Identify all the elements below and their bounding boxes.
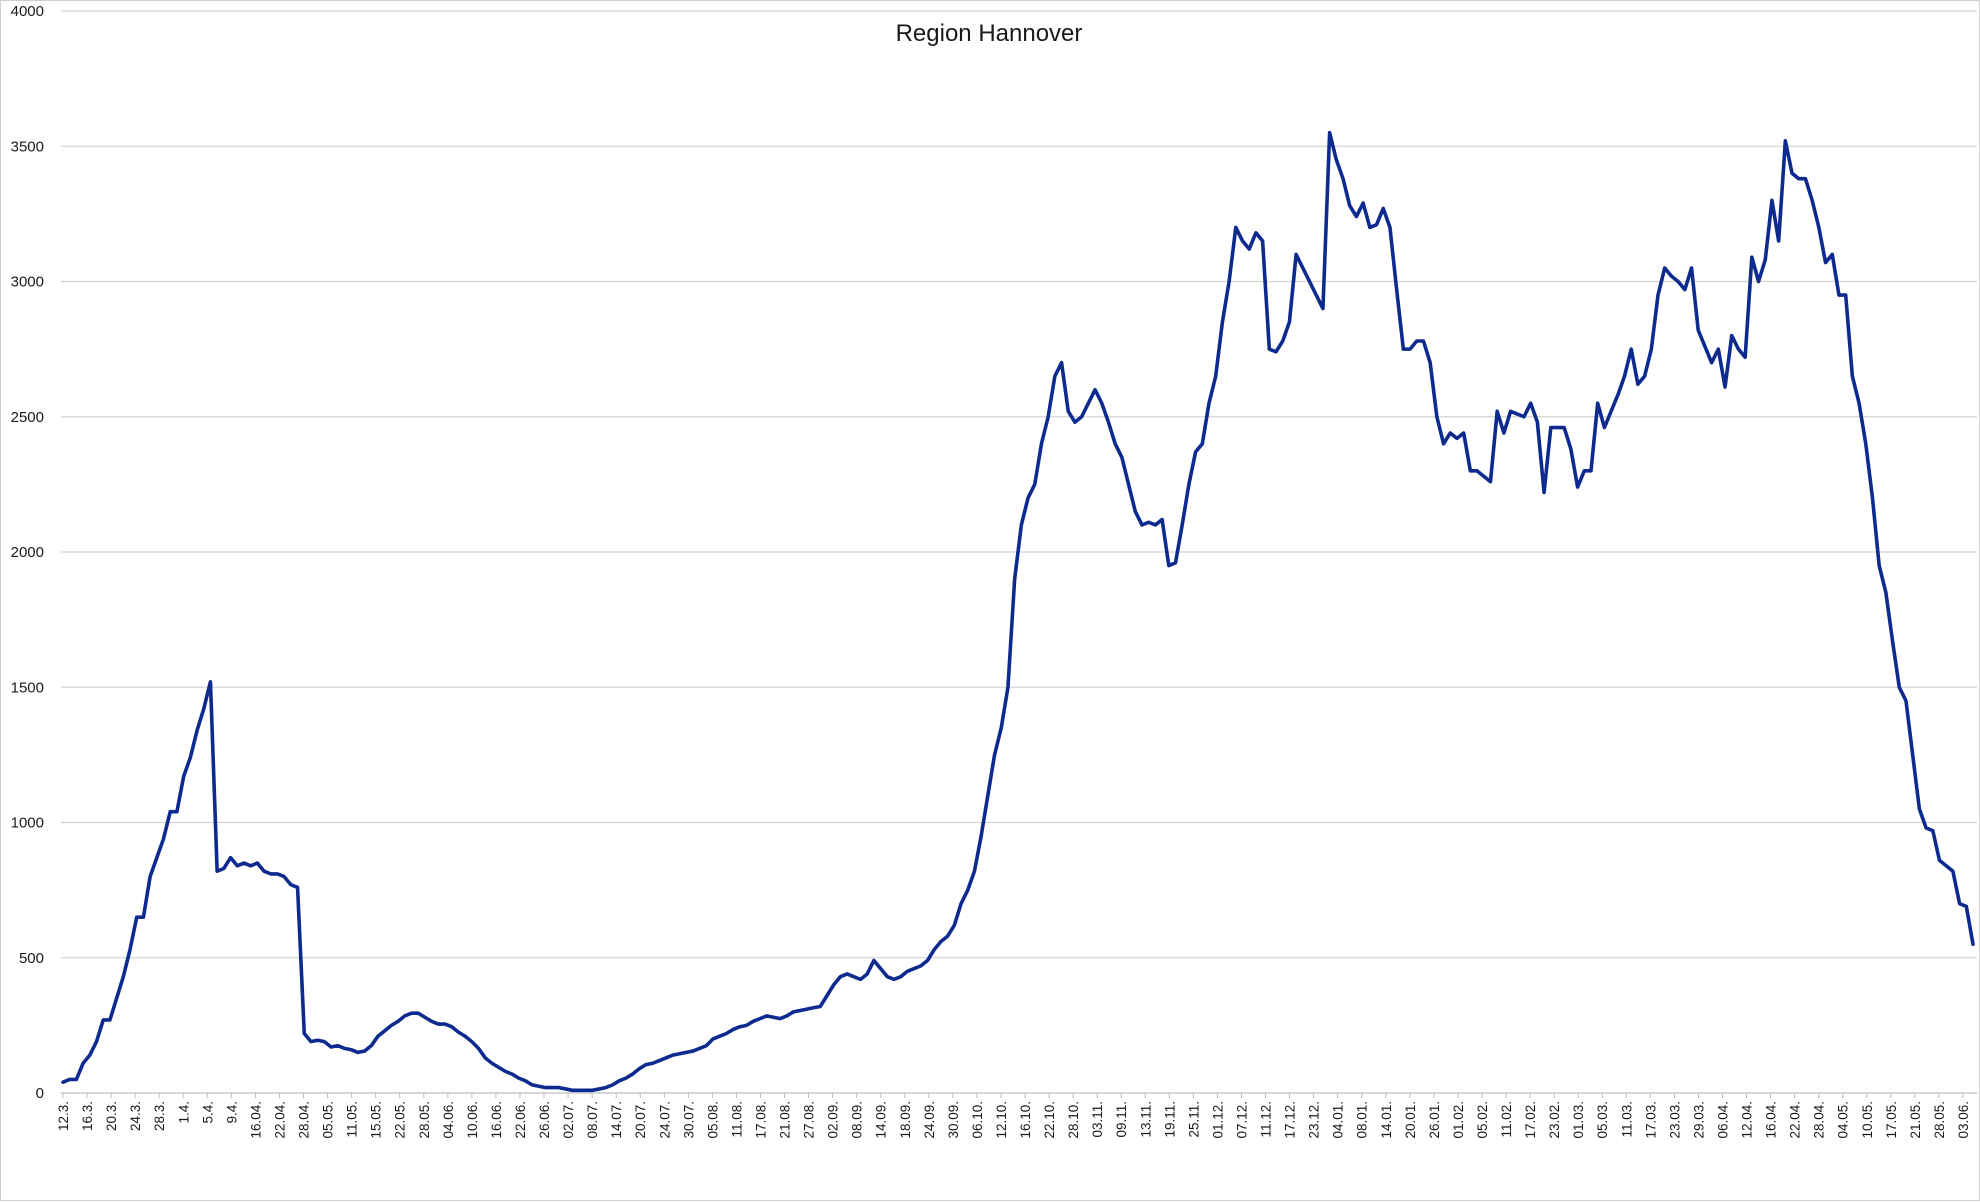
x-tick-label: 28.3. (152, 1101, 167, 1131)
x-tick-label: 17.03. (1643, 1101, 1658, 1139)
x-tick-label: 20.01. (1403, 1101, 1418, 1139)
x-tick-label: 01.02. (1451, 1101, 1466, 1139)
x-tick-label: 16.04. (248, 1101, 263, 1139)
x-tick-label: 23.12. (1307, 1101, 1322, 1139)
x-tick-label: 24.3. (128, 1101, 143, 1131)
y-tick-label: 500 (19, 950, 44, 967)
x-tick-label: 9.4. (224, 1101, 239, 1124)
x-tick-label: 08.09. (850, 1101, 865, 1139)
x-tick-label: 5.4. (200, 1101, 215, 1124)
x-axis-ticks: 12.3. 16.3. 20.3. 24.3. 28.3. 1.4. 5.4. 9.4. 16.… (56, 1093, 1971, 1139)
x-tick-label: 25.11. (1186, 1101, 1201, 1138)
x-tick-label: 22.06. (513, 1101, 528, 1139)
x-tick-label: 14.07. (609, 1101, 624, 1139)
y-tick-label: 1500 (11, 679, 44, 696)
x-tick-label: 06.04. (1715, 1101, 1730, 1139)
y-tick-label: 4000 (11, 3, 44, 20)
x-tick-label: 28.04. (1812, 1101, 1827, 1139)
x-tick-label: 11.05. (345, 1101, 360, 1138)
x-tick-label: 11.02. (1499, 1101, 1514, 1138)
x-tick-label: 1.4. (176, 1101, 191, 1124)
series-line (61, 130, 1975, 1093)
x-tick-label: 26.06. (537, 1101, 552, 1139)
x-tick-label: 13.11. (1138, 1101, 1153, 1138)
x-tick-label: 30.07. (681, 1101, 696, 1139)
y-axis-ticks: 0 500 1000 1500 2000 2500 3000 3500 4000 (11, 3, 44, 1102)
x-tick-label: 02.09. (826, 1101, 841, 1139)
x-tick-label: 19.11. (1162, 1101, 1177, 1138)
x-tick-label: 11.08. (729, 1101, 744, 1138)
x-tick-label: 14.09. (874, 1101, 889, 1139)
x-tick-label: 11.12. (1259, 1101, 1274, 1138)
x-tick-label: 02.07. (561, 1101, 576, 1139)
x-tick-label: 21.05. (1908, 1101, 1923, 1139)
x-tick-label: 20.3. (104, 1101, 119, 1131)
series-layer (61, 130, 1975, 1093)
x-tick-label: 01.03. (1571, 1101, 1586, 1139)
x-tick-label: 30.09. (946, 1101, 961, 1139)
x-tick-label: 04.01. (1331, 1101, 1346, 1139)
x-tick-label: 17.12. (1283, 1101, 1298, 1139)
y-tick-label: 2500 (11, 409, 44, 426)
x-tick-label: 05.08. (705, 1101, 720, 1139)
y-tick-label: 1000 (11, 815, 44, 832)
x-tick-label: 03.06. (1956, 1101, 1971, 1139)
x-tick-label: 11.03. (1619, 1101, 1634, 1138)
x-tick-label: 23.02. (1547, 1101, 1562, 1139)
x-tick-label: 07.12. (1234, 1101, 1249, 1139)
x-tick-label: 22.05. (393, 1101, 408, 1139)
x-tick-label: 22.04. (1788, 1101, 1803, 1139)
x-tick-label: 22.04. (272, 1101, 287, 1139)
x-tick-label: 27.08. (802, 1101, 817, 1139)
x-tick-label: 21.08. (778, 1101, 793, 1139)
y-tick-label: 0 (36, 1085, 44, 1102)
x-tick-label: 17.05. (1884, 1101, 1899, 1139)
x-tick-label: 03.11. (1090, 1101, 1105, 1138)
x-tick-label: 18.09. (898, 1101, 913, 1139)
x-tick-label: 16.04. (1764, 1101, 1779, 1139)
x-tick-label: 14.01. (1379, 1101, 1394, 1139)
x-tick-label: 28.05. (1932, 1101, 1947, 1139)
x-tick-label: 15.05. (369, 1101, 384, 1139)
x-tick-label: 17.02. (1523, 1101, 1538, 1139)
x-tick-label: 24.09. (922, 1101, 937, 1139)
x-tick-label: 16.10. (1018, 1101, 1033, 1139)
x-tick-label: 05.05. (321, 1101, 336, 1139)
x-tick-label: 04.05. (1836, 1101, 1851, 1139)
x-tick-label: 28.04. (297, 1101, 312, 1139)
x-tick-label: 10.05. (1860, 1101, 1875, 1139)
x-tick-label: 12.04. (1740, 1101, 1755, 1139)
chart-title: Region Hannover (896, 20, 1083, 47)
x-tick-label: 23.03. (1667, 1101, 1682, 1139)
x-tick-label: 05.03. (1595, 1101, 1610, 1139)
x-tick-label: 22.10. (1042, 1101, 1057, 1139)
y-tick-label: 3500 (11, 138, 44, 155)
x-tick-label: 08.01. (1355, 1101, 1370, 1139)
x-tick-label: 06.10. (970, 1101, 985, 1139)
x-tick-label: 01.12. (1210, 1101, 1225, 1139)
x-tick-label: 09.11. (1114, 1101, 1129, 1138)
x-tick-label: 28.05. (417, 1101, 432, 1139)
x-tick-label: 26.01. (1427, 1101, 1442, 1139)
y-tick-label: 2000 (11, 544, 44, 561)
x-tick-label: 12.10. (994, 1101, 1009, 1139)
x-tick-label: 28.10. (1066, 1101, 1081, 1139)
x-tick-label: 08.07. (585, 1101, 600, 1139)
y-tick-label: 3000 (11, 274, 44, 291)
x-tick-label: 17.08. (753, 1101, 768, 1139)
x-tick-label: 16.06. (489, 1101, 504, 1139)
x-tick-label: 20.07. (633, 1101, 648, 1139)
x-tick-label: 12.3. (56, 1101, 71, 1131)
x-tick-label: 16.3. (80, 1101, 95, 1131)
x-tick-label: 04.06. (441, 1101, 456, 1139)
x-tick-label: 24.07. (657, 1101, 672, 1139)
x-tick-label: 10.06. (465, 1101, 480, 1139)
x-tick-label: 29.03. (1691, 1101, 1706, 1139)
x-tick-label: 05.02. (1475, 1101, 1490, 1139)
